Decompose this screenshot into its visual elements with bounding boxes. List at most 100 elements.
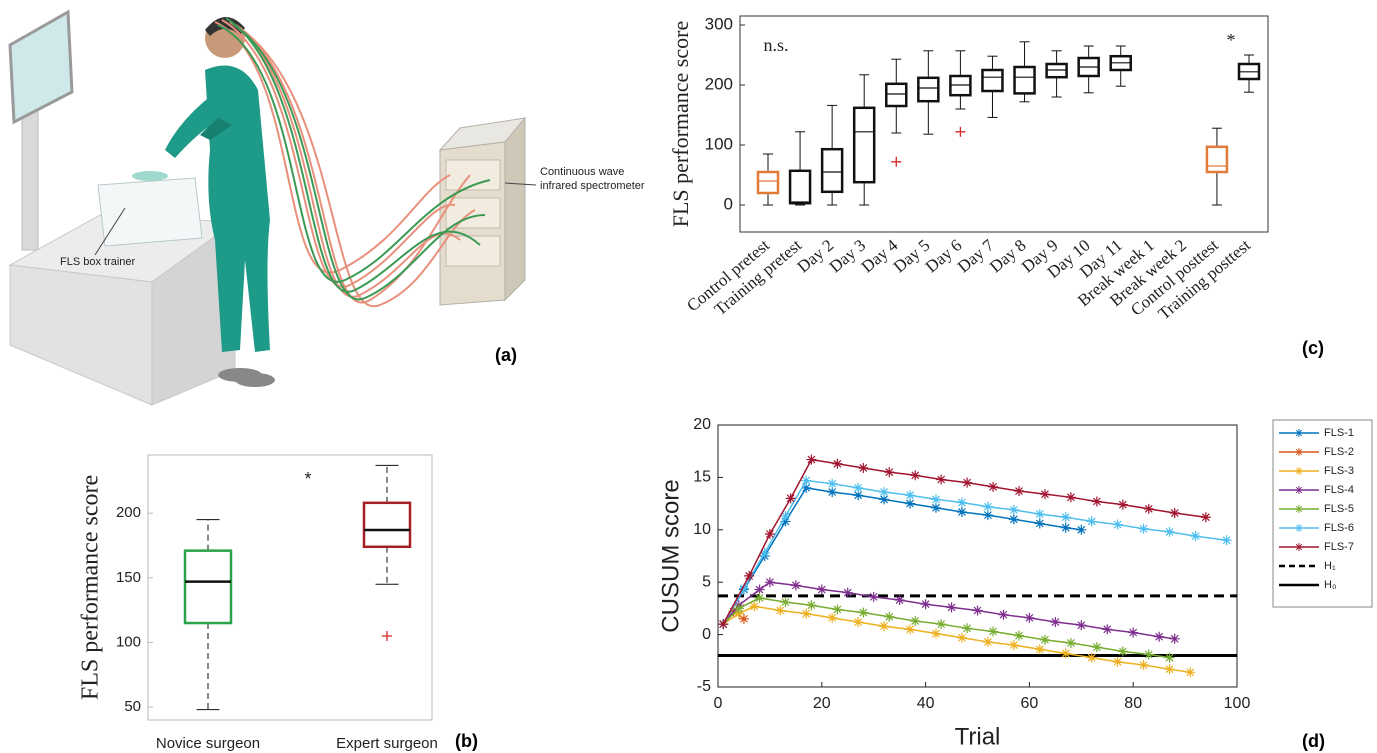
marker — [780, 516, 791, 527]
marker — [884, 611, 895, 622]
marker — [868, 591, 879, 602]
box-trainer-label: FLS box trainer — [60, 256, 136, 268]
marker — [936, 474, 947, 485]
marker — [962, 477, 973, 488]
marker — [1112, 656, 1123, 667]
y-tick-label: 20 — [693, 416, 711, 433]
marker — [1117, 646, 1128, 657]
marker — [785, 493, 796, 504]
marker — [962, 623, 973, 634]
spectrometer — [438, 116, 527, 306]
marker — [1117, 499, 1128, 510]
marker — [1065, 637, 1076, 648]
x-tick-label: Day 4 — [858, 235, 902, 276]
marker — [1060, 648, 1071, 659]
marker — [759, 547, 770, 558]
marker — [1164, 664, 1175, 675]
marker — [1091, 496, 1102, 507]
marker — [879, 621, 890, 632]
box — [1013, 65, 1036, 95]
series-line — [722, 487, 1082, 625]
legend-label: FLS-3 — [1324, 465, 1354, 477]
x-tick-label: Expert surgeon — [336, 735, 438, 752]
spectrometer-label: infrared spectrometer — [540, 180, 645, 192]
marker — [1200, 512, 1211, 523]
marker — [1164, 526, 1175, 537]
marker — [858, 462, 869, 473]
x-tick-label: Day 7 — [954, 235, 998, 276]
x-tick-label: Day 8 — [986, 236, 1030, 277]
marker — [956, 506, 967, 517]
marker — [920, 599, 931, 610]
marker — [749, 601, 760, 612]
legend-label: FLS-4 — [1324, 484, 1354, 496]
legend-marker — [1295, 467, 1303, 475]
x-tick-label: 40 — [917, 695, 935, 712]
marker — [1086, 652, 1097, 663]
monitor-stand — [21, 99, 39, 251]
marker — [1143, 649, 1154, 660]
box — [820, 147, 844, 194]
legend-box — [1272, 419, 1373, 608]
box — [788, 169, 812, 205]
table-front — [9, 264, 153, 406]
legend-label: H₁ — [1324, 560, 1336, 572]
marker — [1154, 631, 1165, 642]
marker — [910, 470, 921, 481]
marker — [801, 482, 812, 493]
legend-label: H₀ — [1324, 579, 1337, 591]
x-tick-label: 0 — [714, 695, 723, 712]
marker — [827, 612, 838, 623]
y-tick-label: -5 — [697, 678, 711, 695]
marker — [733, 603, 744, 614]
marker — [738, 583, 749, 594]
y-axis-label: CUSUM score — [657, 479, 684, 632]
annotation: * — [1227, 30, 1236, 50]
marker — [988, 481, 999, 492]
marker — [801, 475, 812, 486]
y-tick-label: 50 — [124, 698, 141, 715]
y-tick-label: 100 — [116, 633, 141, 650]
x-tick-label: Novice surgeon — [156, 735, 260, 752]
marker — [853, 617, 864, 628]
box — [756, 170, 780, 195]
marker — [879, 487, 890, 498]
y-tick-label: 200 — [705, 74, 733, 93]
marker — [1138, 523, 1149, 534]
marker — [956, 632, 967, 643]
marker — [806, 454, 817, 465]
spectrometer-label: Continuous wave — [540, 166, 624, 178]
marker — [1014, 486, 1025, 497]
y-axis-label: FLS performance score — [668, 21, 693, 227]
label-leader — [94, 207, 126, 256]
marker — [827, 478, 838, 489]
panel-label: (c) — [1302, 338, 1324, 358]
marker — [1185, 667, 1196, 678]
marker — [718, 619, 729, 630]
marker — [1076, 524, 1087, 535]
marker — [744, 570, 755, 581]
marker — [1060, 512, 1071, 523]
box-trainer-tool — [132, 171, 168, 181]
legend-label: FLS-5 — [1324, 503, 1354, 515]
marker — [1008, 514, 1019, 525]
box — [981, 68, 1004, 93]
legend-label: FLS-7 — [1324, 541, 1354, 553]
marker — [775, 605, 786, 616]
legend-marker — [1295, 543, 1303, 551]
marker — [1008, 504, 1019, 515]
panel-label: (a) — [495, 345, 517, 365]
legend-marker — [1295, 448, 1303, 456]
marker — [764, 577, 775, 588]
marker — [1065, 492, 1076, 503]
marker — [754, 592, 765, 603]
x-tick-label: 20 — [813, 695, 831, 712]
marker — [832, 458, 843, 469]
marker — [1169, 633, 1180, 644]
marker — [936, 619, 947, 630]
marker — [972, 605, 983, 616]
series-line — [722, 479, 1227, 625]
marker — [780, 511, 791, 522]
monitor — [8, 9, 74, 125]
